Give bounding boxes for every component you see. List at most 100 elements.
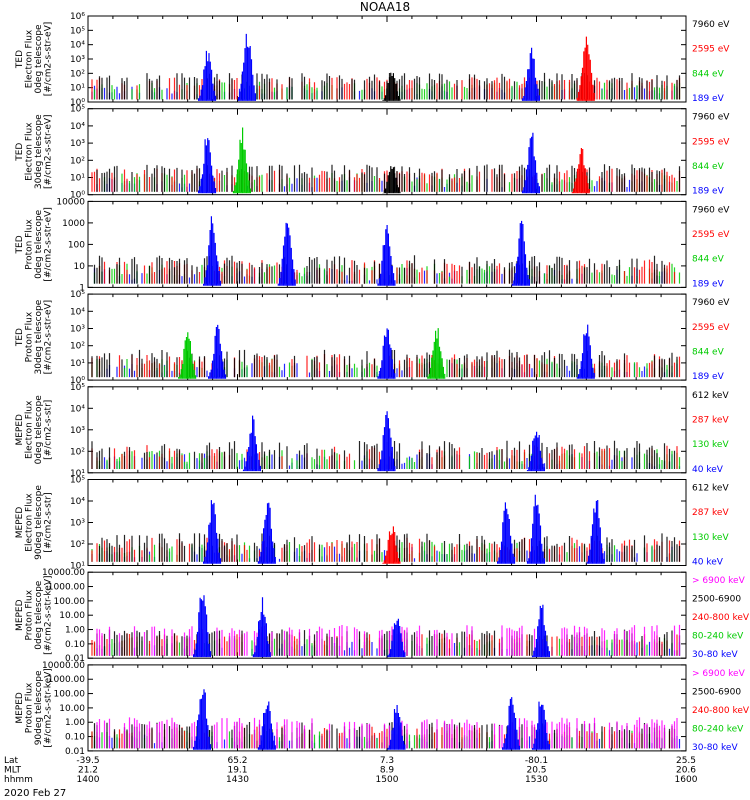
trace-blue	[91, 734, 681, 749]
y-axis-label-line: [#/cm2-s-str-eV]	[44, 300, 54, 375]
y-tick-label: 10²	[70, 447, 85, 457]
y-axis-label-line: MEPED	[15, 692, 25, 724]
legend-label: 7960 eV	[692, 113, 730, 123]
panel-8: 0.010.101.0010.00100.001000.0010000.00ME…	[15, 661, 750, 757]
y-axis-label-line: Proton Flux	[25, 589, 35, 640]
burst-green	[427, 328, 446, 379]
burst-blue	[526, 431, 545, 472]
y-axis-label-line: MEPED	[15, 507, 25, 539]
panel-2: 10⁰ 10¹ 10² 10³ 10⁴ 10⁵ TEDElectron Flux30deg …	[15, 105, 730, 201]
legend-label: 287 keV	[692, 508, 729, 518]
burst-blue	[198, 138, 217, 194]
y-axis-label: MEPEDElectron Flux90deg telescope[#/cm2-…	[15, 485, 54, 560]
y-tick-label: 10000	[56, 197, 85, 207]
legend-label: 612 keV	[692, 391, 729, 401]
y-axis-label: MEPEDProton Flux0deg telescope[#/cm2-s-s…	[15, 575, 54, 654]
burst-blue	[377, 225, 396, 286]
y-tick-label: 10⁵	[70, 290, 85, 300]
legend-label: 2595 eV	[692, 323, 730, 333]
y-axis-label-line: Proton Flux	[25, 218, 35, 269]
x-tick-label: 20.6	[676, 765, 696, 775]
burst-blue	[521, 47, 540, 101]
chart-title: NOAA18	[360, 0, 410, 14]
burst-black	[382, 166, 401, 194]
x-axis-row-label: Lat	[4, 756, 19, 766]
y-tick-label: 10²	[70, 342, 85, 352]
y-tick-label: 10³	[70, 519, 85, 529]
legend-label: 130 keV	[692, 440, 729, 450]
burst-red	[576, 36, 595, 101]
y-axis-label-line: Electron Flux	[25, 493, 35, 552]
burst-blue	[208, 324, 227, 379]
legend-label: 80-240 keV	[692, 632, 744, 642]
burst-blue	[576, 324, 595, 379]
y-axis-label-line: 0deg telescope	[34, 24, 44, 94]
y-tick-label: 10¹	[70, 174, 85, 184]
y-tick-label: 10³	[70, 426, 85, 436]
burst-blue	[586, 500, 605, 564]
x-tick-label: 20.5	[526, 765, 546, 775]
burst-blue	[511, 220, 530, 286]
y-axis-label-line: MEPED	[15, 599, 25, 631]
x-tick-label: 19.1	[227, 765, 247, 775]
burst-blue	[193, 595, 212, 658]
y-axis-label: MEPEDElectron Flux0deg telescope[#/cm2-s…	[15, 395, 54, 465]
legend-label: > 6900 keV	[692, 669, 746, 679]
y-axis-label-line: 0deg telescope	[34, 209, 44, 279]
y-tick-label: 10.00	[59, 704, 85, 714]
legend-label: 40 keV	[692, 465, 724, 475]
x-axis-row-label: hhmm	[4, 775, 33, 785]
burst-blue	[387, 618, 406, 658]
y-tick-label: 10³	[70, 325, 85, 335]
y-tick-label: 100.00	[54, 597, 86, 607]
y-tick-label: 100.00	[54, 690, 86, 700]
y-tick-label: 1000.00	[48, 675, 85, 685]
burst-blue	[497, 502, 516, 564]
y-axis-label-line: Electron Flux	[25, 29, 35, 88]
y-tick-label: 10⁴	[70, 122, 85, 132]
legend-label: 30-80 keV	[692, 743, 738, 753]
y-tick-label: 10²	[70, 69, 85, 79]
legend-label: 287 keV	[692, 415, 729, 425]
legend-label: 844 eV	[692, 69, 725, 79]
y-tick-label: 10¹	[70, 359, 85, 369]
x-axis-row-label: MLT	[4, 765, 22, 775]
legend-label: 189 eV	[692, 94, 725, 104]
y-tick-label: 10²	[70, 156, 85, 166]
y-axis-label: TEDProton Flux30deg telescope[#/cm2-s-st…	[15, 299, 54, 374]
y-axis-label-line: 0deg telescope	[34, 580, 44, 650]
burst-blue	[377, 411, 396, 472]
burst-blue	[252, 597, 271, 658]
y-tick-label: 10000.00	[42, 568, 85, 578]
burst-blue	[531, 701, 550, 750]
legend-label: 40 keV	[692, 558, 724, 568]
legend-label: > 6900 keV	[692, 576, 746, 586]
trace-red	[91, 168, 681, 192]
burst-blue	[521, 132, 540, 194]
y-tick-label: 10¹	[70, 562, 85, 572]
legend-label: 2595 eV	[692, 45, 730, 55]
legend-label: 240-800 keV	[692, 613, 750, 623]
legend-label: 189 eV	[692, 372, 725, 382]
y-axis-label-line: Electron Flux	[25, 400, 35, 459]
burst-blue	[502, 697, 521, 750]
burst-red	[382, 526, 401, 564]
legend-label: 30-80 keV	[692, 650, 738, 660]
legend-label: 189 eV	[692, 187, 725, 197]
legend-label: 7960 eV	[692, 20, 730, 30]
x-tick-label: 1500	[376, 775, 399, 785]
legend-label: 2500-6900	[692, 687, 741, 697]
y-axis-label-line: [#/cm2-s-str]	[44, 492, 54, 552]
y-tick-label: 10⁴	[70, 497, 85, 507]
burst-blue	[277, 222, 296, 286]
y-tick-label: 10⁰	[70, 191, 85, 201]
y-axis-label-line: 0deg telescope	[34, 395, 44, 465]
trace-magenta	[96, 624, 681, 656]
legend-label: 189 eV	[692, 279, 725, 289]
trace-green	[93, 637, 673, 656]
y-tick-label: 10⁵	[70, 26, 85, 36]
burst-blue	[257, 701, 276, 750]
y-tick-label: 10⁴	[70, 404, 85, 414]
